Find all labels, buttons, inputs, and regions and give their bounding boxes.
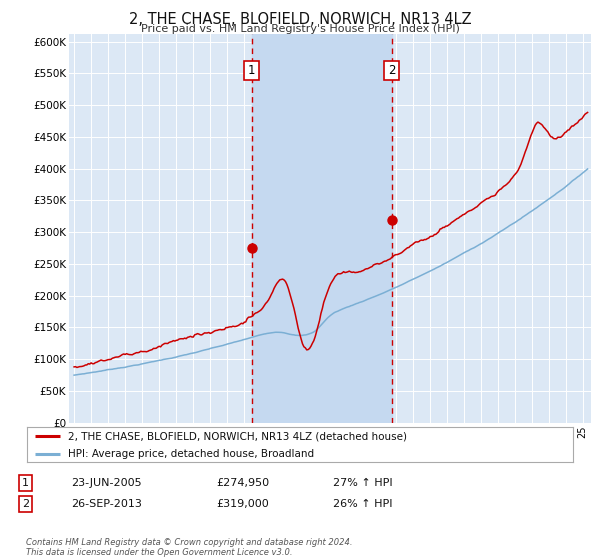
Text: 1: 1 bbox=[22, 478, 29, 488]
Text: 1: 1 bbox=[248, 64, 255, 77]
Text: HPI: Average price, detached house, Broadland: HPI: Average price, detached house, Broa… bbox=[68, 449, 314, 459]
Text: 23-JUN-2005: 23-JUN-2005 bbox=[71, 478, 142, 488]
Text: 26-SEP-2013: 26-SEP-2013 bbox=[71, 499, 142, 509]
Bar bbox=[251, 34, 392, 423]
Text: £274,950: £274,950 bbox=[216, 478, 269, 488]
Text: 2: 2 bbox=[22, 499, 29, 509]
Text: 2, THE CHASE, BLOFIELD, NORWICH, NR13 4LZ (detached house): 2, THE CHASE, BLOFIELD, NORWICH, NR13 4L… bbox=[68, 431, 407, 441]
Text: 27% ↑ HPI: 27% ↑ HPI bbox=[333, 478, 392, 488]
Text: Contains HM Land Registry data © Crown copyright and database right 2024.
This d: Contains HM Land Registry data © Crown c… bbox=[26, 538, 352, 557]
Text: 26% ↑ HPI: 26% ↑ HPI bbox=[333, 499, 392, 509]
Text: Price paid vs. HM Land Registry's House Price Index (HPI): Price paid vs. HM Land Registry's House … bbox=[140, 24, 460, 34]
Text: 2, THE CHASE, BLOFIELD, NORWICH, NR13 4LZ: 2, THE CHASE, BLOFIELD, NORWICH, NR13 4L… bbox=[128, 12, 472, 27]
Text: £319,000: £319,000 bbox=[216, 499, 269, 509]
Text: 2: 2 bbox=[388, 64, 395, 77]
